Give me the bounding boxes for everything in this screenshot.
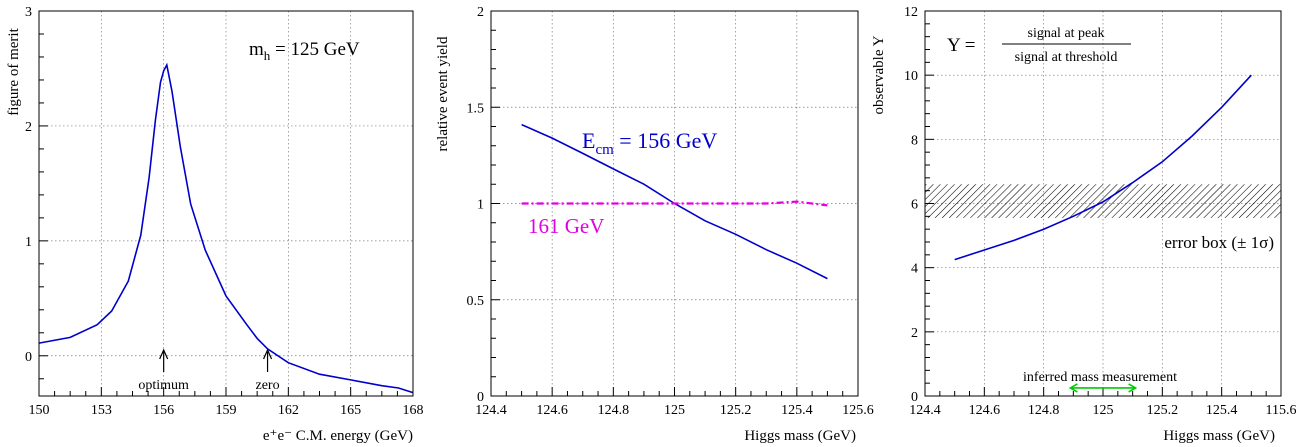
x-tick-label: 115.6 xyxy=(1266,403,1297,418)
y-tick-label: 0 xyxy=(911,390,918,405)
y-tick-label: 1.5 xyxy=(467,101,485,116)
panel-figure-of-merit: 150 153 156 159 162 165 168 0 1 2 3 figure of meri… xyxy=(6,5,424,444)
series-line-1 xyxy=(38,62,414,394)
formula-denominator: signal at threshold xyxy=(1015,50,1118,65)
y-axis-label: figure of merit xyxy=(6,27,22,115)
panel-relative-event-yield: 124.4 124.6 124.8 125 125.2 125.4 125.6 0 0.5 1 1.… xyxy=(435,5,874,444)
panel-observable-y: 124.4 124.6 124.8 125 125.2 125.4 115.6 0 2 4 6 8 10… xyxy=(871,5,1296,444)
y-tick-label: 2 xyxy=(477,5,484,20)
error-box-label: error box (± 1σ) xyxy=(1164,233,1274,252)
series-line-1 xyxy=(954,74,1252,261)
y-tick-label: 2 xyxy=(911,326,918,341)
y-tick-label: 0 xyxy=(477,390,484,405)
x-tick-label: 125 xyxy=(664,403,685,418)
y-tick-label: 10 xyxy=(904,69,918,84)
mass-annotation: mh = 125 GeV xyxy=(249,39,360,63)
plot-frame xyxy=(490,10,859,397)
x-tick-label: 162 xyxy=(278,403,299,418)
measurement-arrow xyxy=(1068,383,1138,393)
x-axis-label: Higgs mass (GeV) xyxy=(744,428,856,444)
y-tick-label: 0.5 xyxy=(467,294,485,309)
plot-frame xyxy=(38,10,414,397)
series-line-2 xyxy=(521,200,828,207)
x-tick-label: 150 xyxy=(29,403,50,418)
formula: Y = signal at peak signal at threshold xyxy=(947,26,1131,65)
x-tick-label: 165 xyxy=(340,403,361,418)
x-tick-label: 124.4 xyxy=(475,403,507,418)
x-tick-label: 125.2 xyxy=(1147,403,1179,418)
zero-arrow xyxy=(263,348,273,372)
y-axis-label: observable Y xyxy=(871,35,887,114)
series-label-156: Ecm = 156 GeV xyxy=(582,128,717,158)
y-tick-label: 2 xyxy=(25,120,32,135)
y-tick-label: 4 xyxy=(911,262,918,277)
x-tick-label: 125.4 xyxy=(1206,403,1238,418)
x-tick-label: 159 xyxy=(216,403,237,418)
x-tick-label: 124.4 xyxy=(909,403,941,418)
y-axis-label: relative event yield xyxy=(435,36,451,151)
x-tick-label: 156 xyxy=(153,403,174,418)
x-tick-label: 124.8 xyxy=(598,403,630,418)
y-tick-label: 0 xyxy=(25,350,32,365)
series-label-161: 161 GeV xyxy=(528,214,604,238)
y-tick-label: 3 xyxy=(25,5,32,20)
x-tick-label: 124.6 xyxy=(536,403,568,418)
x-tick-label: 168 xyxy=(403,403,424,418)
zero-label: zero xyxy=(256,378,280,393)
optimum-arrow xyxy=(159,348,169,372)
optimum-label: optimum xyxy=(138,378,189,393)
y-tick-label: 8 xyxy=(911,133,918,148)
measurement-label: inferred mass measurement xyxy=(1023,370,1177,385)
formula-numerator: signal at peak xyxy=(1028,26,1105,41)
x-tick-label: 125.6 xyxy=(842,403,874,418)
y-tick-label: 1 xyxy=(25,235,32,250)
y-tick-label: 12 xyxy=(904,5,918,20)
plot-frame xyxy=(924,10,1282,397)
y-tick-label: 6 xyxy=(911,198,918,213)
x-tick-label: 124.6 xyxy=(969,403,1001,418)
x-axis-label: Higgs mass (GeV) xyxy=(1163,428,1275,444)
formula-lhs: Y = xyxy=(947,35,975,56)
x-tick-label: 125 xyxy=(1093,403,1114,418)
x-tick-label: 124.8 xyxy=(1028,403,1060,418)
x-tick-label: 125.2 xyxy=(720,403,752,418)
x-tick-label: 125.4 xyxy=(781,403,813,418)
y-tick-label: 1 xyxy=(477,198,484,213)
x-axis-label: e⁺e⁻ C.M. energy (GeV) xyxy=(263,428,413,444)
x-tick-label: 153 xyxy=(91,403,112,418)
